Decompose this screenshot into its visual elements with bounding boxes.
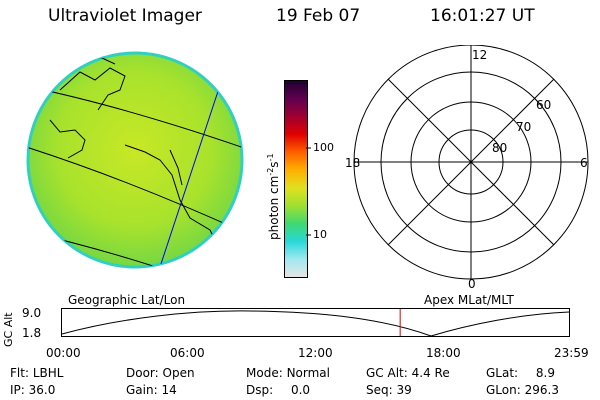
lat-label-70: 70	[516, 120, 531, 134]
lat-label-60: 60	[536, 98, 551, 112]
colorbar-tick-100: 100	[313, 141, 334, 154]
mlt-diagonal-2	[387, 78, 555, 246]
mlt-label-18: 18	[345, 156, 360, 170]
status-glon: GLon: 296.3	[486, 383, 559, 397]
earth-limb	[26, 51, 244, 269]
meridian-line	[154, 54, 231, 267]
polar-plot: 12 18 6 0 60 70 80	[345, 45, 589, 290]
orbit-tick-0000: 00:00	[46, 346, 81, 360]
latitude-line	[28, 144, 242, 236]
instrument-title: Ultraviolet Imager	[48, 6, 202, 26]
orbit-tick-1200: 12:00	[298, 346, 333, 360]
apex-label: Apex MLat/MLT	[424, 293, 514, 307]
earth-disk	[28, 53, 242, 267]
orbit-tick-2359: 23:59	[554, 346, 589, 360]
mlt-label-0: 0	[468, 277, 476, 290]
color-bar	[284, 80, 308, 278]
status-gain: Gain: 14	[126, 383, 177, 397]
status-mode: Mode: Normal	[246, 366, 330, 380]
colorbar-ticks	[306, 147, 311, 236]
status-ip: IP: 36.0	[10, 383, 56, 397]
status-gcalt: GC Alt: 4.4 Re	[366, 366, 450, 380]
status-door: Door: Open	[126, 366, 195, 380]
orbit-plot	[61, 308, 570, 337]
orbit-tick-1800: 18:00	[426, 346, 461, 360]
status-dsp: Dsp: 0.0	[246, 383, 311, 397]
lat-label-80: 80	[492, 141, 507, 155]
status-flt: Flt: LBHL	[10, 366, 64, 380]
coastline	[124, 144, 221, 251]
orbit-plot-frame	[61, 308, 570, 337]
mlt-label-12: 12	[472, 48, 487, 62]
colorbar-unit-label: photon cm-2s-1	[266, 153, 281, 240]
coastline	[49, 119, 86, 159]
orbit-ymin: 1.8	[22, 326, 42, 340]
orbit-tick-0600: 06:00	[170, 346, 205, 360]
orbit-altitude-curve	[61, 310, 570, 337]
date-label: 19 Feb 07	[276, 6, 361, 26]
colorbar-tick-10: 10	[313, 228, 327, 241]
coastline	[59, 67, 126, 111]
orbit-ymax: 9.0	[22, 306, 42, 320]
geographic-label: Geographic Lat/Lon	[68, 293, 186, 307]
coastline	[169, 149, 183, 186]
status-seq: Seq: 39	[366, 383, 412, 397]
mlt-label-6: 6	[580, 156, 588, 170]
earth-image	[26, 51, 244, 269]
orbit-axis-label: GC Alt	[2, 312, 15, 347]
status-glat: GLat: 8.9	[486, 366, 556, 380]
time-label: 16:01:27 UT	[430, 6, 535, 26]
